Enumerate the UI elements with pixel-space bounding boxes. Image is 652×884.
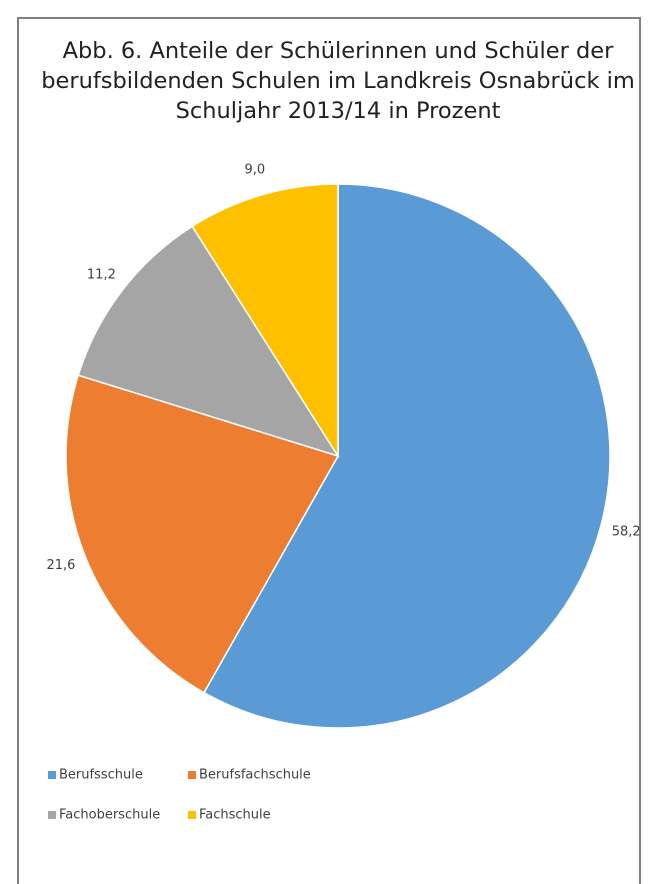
pie-slice bbox=[65, 374, 340, 694]
legend-label: Fachschule bbox=[199, 808, 271, 823]
data-label: 58,2 bbox=[612, 524, 641, 539]
legend-label: Fachoberschule bbox=[59, 808, 160, 823]
frame bbox=[17, 17, 641, 884]
legend-swatch bbox=[48, 811, 56, 819]
chart-title: Abb. 6. Anteile der Schülerinnen und Sch… bbox=[41, 38, 635, 124]
data-label: 11,2 bbox=[87, 267, 116, 282]
pie-slice bbox=[77, 225, 340, 458]
legend-label: Berufsschule bbox=[59, 768, 143, 783]
legend-swatch bbox=[188, 771, 196, 779]
legend-swatch bbox=[48, 771, 56, 779]
data-label: 21,6 bbox=[46, 558, 75, 573]
legend-label: Berufsfachschule bbox=[199, 768, 311, 783]
data-label: 9,0 bbox=[245, 162, 266, 177]
pie-slice bbox=[191, 183, 339, 459]
pie-slice bbox=[202, 183, 611, 729]
legend-swatch bbox=[188, 811, 196, 819]
